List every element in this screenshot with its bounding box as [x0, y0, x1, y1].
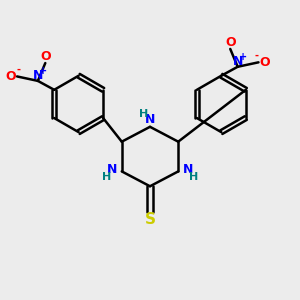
- Text: H: H: [139, 109, 148, 119]
- Text: S: S: [145, 212, 155, 227]
- Text: N: N: [107, 164, 117, 176]
- Text: +: +: [39, 66, 47, 76]
- Text: O: O: [40, 50, 51, 63]
- Text: N: N: [33, 69, 43, 82]
- Text: H: H: [189, 172, 198, 182]
- Text: O: O: [260, 56, 270, 69]
- Text: N: N: [183, 164, 193, 176]
- Text: N: N: [145, 113, 155, 126]
- Text: -: -: [255, 51, 259, 61]
- Text: -: -: [16, 65, 20, 75]
- Text: +: +: [239, 52, 247, 62]
- Text: O: O: [225, 36, 236, 49]
- Text: N: N: [232, 55, 243, 68]
- Text: O: O: [5, 70, 16, 83]
- Text: H: H: [102, 172, 111, 182]
